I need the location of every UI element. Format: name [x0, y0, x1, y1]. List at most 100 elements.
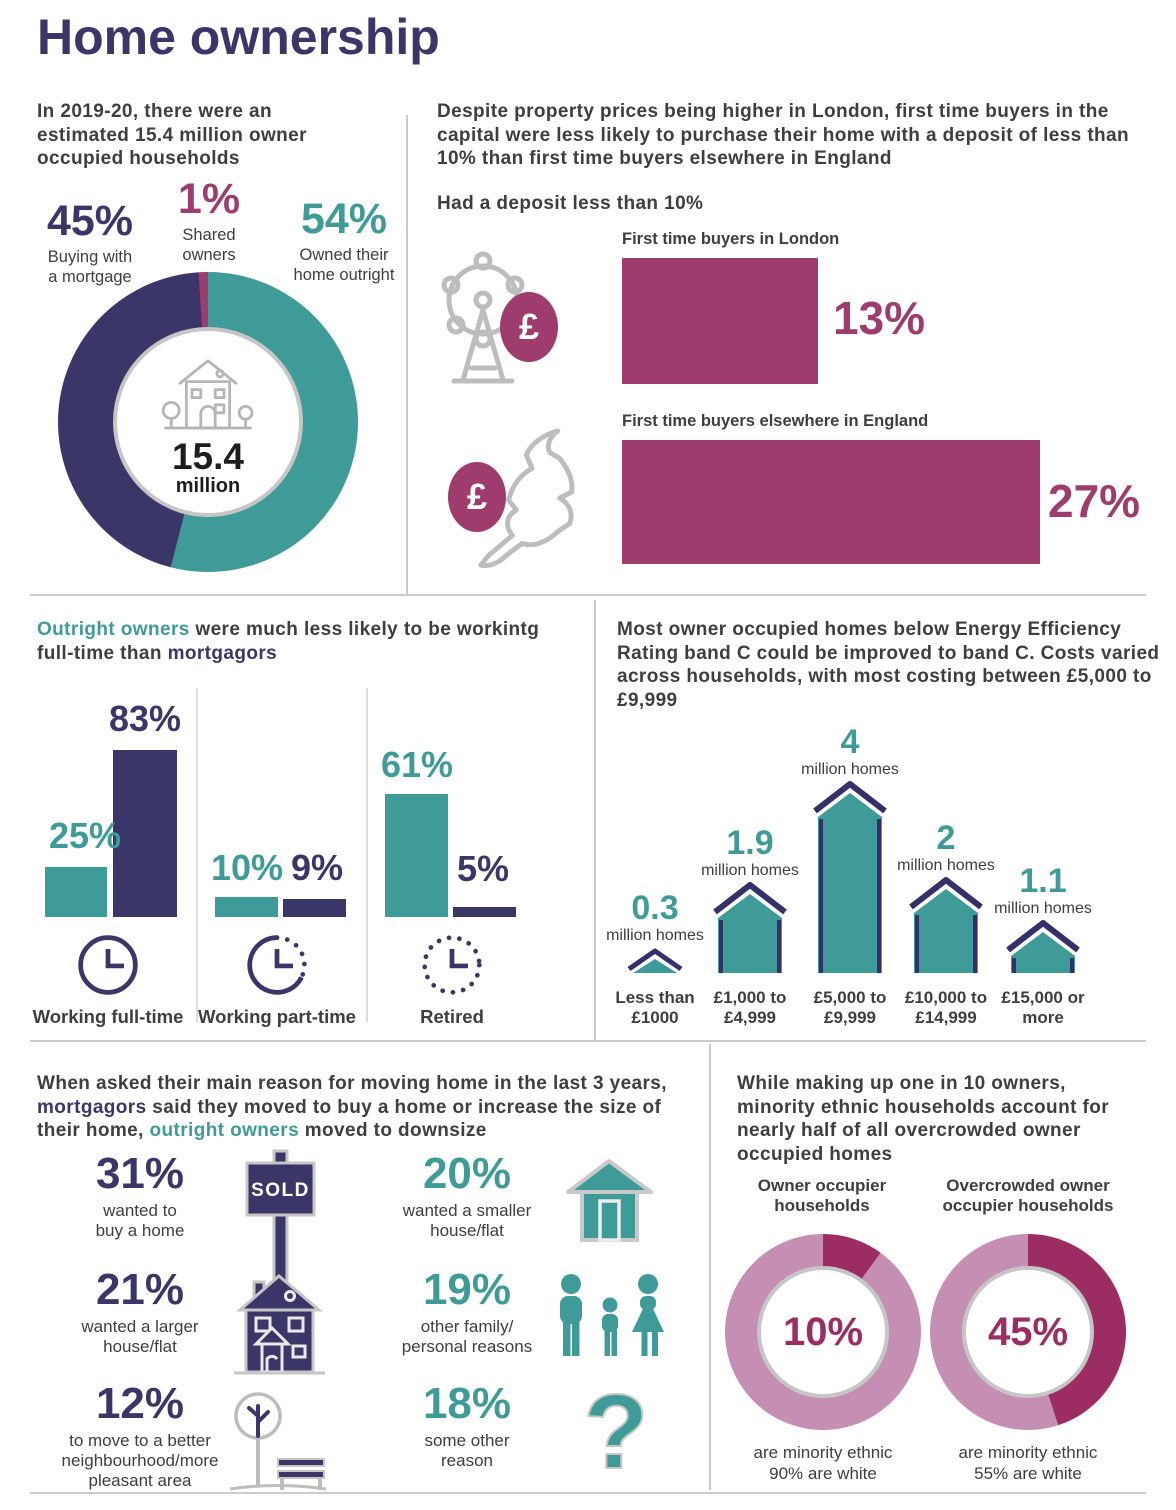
- donut-center-value: 15.4: [171, 435, 244, 477]
- deposit-subtitle: Had a deposit less than 10%: [437, 193, 704, 214]
- stat-value: 1%: [177, 175, 241, 223]
- question-mark-icon: ?: [583, 1378, 650, 1490]
- moving-stat-larger: 21% wanted a larger house/flat: [45, 1268, 235, 1357]
- bar-value-london: 13%: [833, 292, 926, 344]
- pound-symbol: £: [466, 476, 488, 517]
- energy-band-2: 1.9 million homes: [685, 825, 815, 974]
- ownership-stat-shared: 1% Shared owners: [156, 178, 262, 265]
- band-value: 0.3: [631, 889, 679, 927]
- house-line-icon: [161, 358, 254, 429]
- stat-value: 31%: [95, 1149, 185, 1198]
- minority-donut-owner: 10%: [725, 1234, 921, 1430]
- england-map-icon: [478, 428, 575, 569]
- band-unit: million homes: [606, 926, 704, 944]
- donut-center: 10%: [757, 1266, 889, 1398]
- pound-symbol: £: [518, 306, 540, 347]
- stat-label: some other reason: [424, 1431, 510, 1470]
- band-value: 1.1: [1019, 862, 1067, 900]
- band-unit: million homes: [994, 899, 1092, 917]
- bar-value: 10%: [210, 847, 284, 888]
- divider: [709, 1044, 711, 1490]
- donut-center: 15.4 million: [113, 327, 303, 517]
- sold-sign-text: SOLD: [251, 1180, 310, 1201]
- house-arrow-icon: [1006, 920, 1080, 974]
- donut-header-owner: Owner occupier households: [757, 1176, 887, 1215]
- working-intro-outright: Outright owners: [37, 619, 190, 640]
- group-label: Working part-time: [198, 1006, 356, 1027]
- house-arrow-icon: [627, 948, 683, 974]
- clock-half-dotted-icon: [247, 935, 307, 995]
- moving-stat-other: 18% some other reason: [372, 1382, 562, 1471]
- clock-solid-icon: [78, 935, 138, 995]
- bar-value: 5%: [456, 848, 510, 889]
- band-label: £15,000 or more: [1001, 988, 1085, 1027]
- group-label: Working full-time: [32, 1006, 184, 1027]
- moving-intro-outright: outright owners: [149, 1120, 300, 1141]
- donut-value: 10%: [782, 1309, 864, 1354]
- working-intro-mid: were much less likely to be workintg ful…: [37, 619, 540, 664]
- moving-intro-mortgagors: mortgagors: [37, 1096, 147, 1118]
- divider: [594, 600, 596, 1040]
- donut-center: 45%: [962, 1266, 1094, 1398]
- bar-value: 9%: [290, 847, 344, 888]
- small-house-icon: [566, 1159, 653, 1242]
- ownership-intro: In 2019-20, there were an estimated 15.4…: [37, 101, 307, 169]
- energy-band-5: 1.1 million homes: [978, 862, 1108, 974]
- question-mark-text: ?: [584, 1378, 649, 1490]
- bar-london: [622, 258, 818, 384]
- band-label: £1,000 to £4,999: [713, 988, 787, 1027]
- energy-band-1: 0.3 million homes: [590, 889, 720, 974]
- ownership-stat-mortgage: 45% Buying with a mortgage: [26, 200, 154, 287]
- minority-donut-overcrowded: 45%: [930, 1234, 1126, 1430]
- stat-value: 19%: [422, 1265, 512, 1314]
- stat-label: Owned their home outright: [293, 246, 395, 284]
- bar-value: 83%: [108, 698, 182, 739]
- band-label: Less than £1000: [615, 988, 695, 1027]
- donut-caption-overcrowded: are minority ethnic 55% are white: [958, 1443, 1098, 1483]
- band-unit: million homes: [801, 760, 899, 778]
- bar-fulltime-outright: [45, 867, 107, 917]
- minority-intro: While making up one in 10 owners, minori…: [737, 1073, 1110, 1165]
- band-value: 4: [840, 723, 860, 761]
- group-working-parttime: Working part-time: [187, 932, 367, 1028]
- moving-stat-family: 19% other family/ personal reasons: [372, 1268, 562, 1357]
- band-value: 2: [936, 819, 956, 857]
- band-label: £10,000 to £14,999: [904, 988, 988, 1027]
- clock-dotted-icon: [422, 935, 482, 995]
- ownership-stat-outright: 54% Owned their home outright: [280, 198, 408, 285]
- stat-value: 18%: [422, 1379, 512, 1428]
- stat-value: 20%: [422, 1149, 512, 1198]
- moving-stat-buy: 31% wanted to buy a home: [45, 1152, 235, 1241]
- park-bench-icon: [229, 1392, 327, 1491]
- working-intro-mortgagors: mortgagors: [167, 642, 278, 664]
- stat-label: wanted to buy a home: [95, 1201, 185, 1240]
- bar-label-london: First time buyers in London: [622, 230, 840, 248]
- house-arrow-icon: [813, 781, 887, 974]
- deposit-intro: Despite property prices being higher in …: [437, 101, 1130, 169]
- ownership-donut-chart: 15.4 million: [58, 272, 358, 572]
- group-working-fulltime: Working full-time: [18, 932, 198, 1028]
- moving-stat-smaller: 20% wanted a smaller house/flat: [372, 1152, 562, 1241]
- divider: [30, 1040, 1146, 1042]
- moving-intro-p3: moved to downsize: [299, 1120, 487, 1141]
- stat-value: 54%: [300, 195, 388, 243]
- stat-value: 21%: [95, 1265, 185, 1314]
- group-separator: [366, 688, 368, 1022]
- donut-header-overcrowded: Overcrowded owner occupier households: [942, 1176, 1114, 1215]
- energy-band-3: 4 million homes: [785, 723, 915, 974]
- family-icon: [560, 1274, 664, 1356]
- pound-badge-england: £: [448, 462, 506, 532]
- bar-retired-outright: [385, 794, 448, 917]
- bar-value: 25%: [48, 815, 122, 856]
- stat-label: to move to a better neighbourhood/more p…: [61, 1431, 219, 1490]
- divider: [30, 594, 1146, 596]
- bar-parttime-outright: [215, 897, 278, 917]
- stat-label: other family/ personal reasons: [401, 1317, 533, 1356]
- stat-label: Buying with a mortgage: [47, 248, 133, 286]
- bar-fulltime-mortgagor: [113, 750, 177, 917]
- stat-value: 45%: [46, 197, 134, 245]
- london-eye-icon: [441, 251, 525, 384]
- moving-intro: When asked their main reason for moving …: [37, 1072, 697, 1143]
- energy-intro: Most owner occupied homes below Energy E…: [617, 619, 1160, 711]
